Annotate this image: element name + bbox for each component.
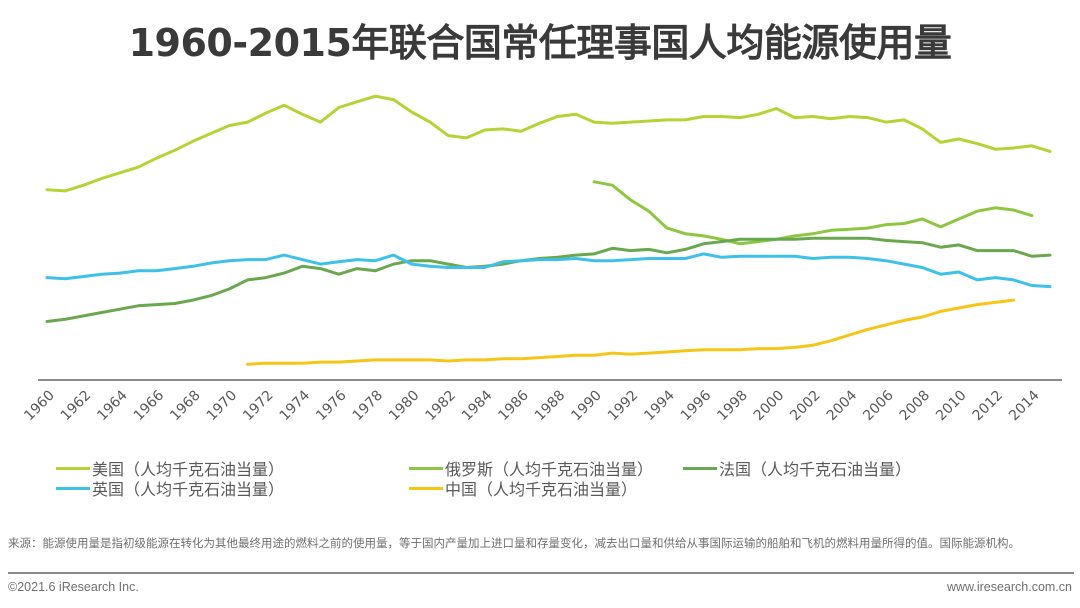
legend-swatch-china xyxy=(409,486,443,490)
footer-divider xyxy=(8,572,1074,574)
x-tick-labels: 1960 1962 1964 1966 1968 1970 1972 1974 1976 1978… xyxy=(21,387,1042,424)
x-tick-label: 2006 xyxy=(860,387,897,424)
x-tick-label: 2014 xyxy=(1006,387,1043,424)
legend-label-china: 中国（人均千克石油当量） xyxy=(445,480,638,499)
x-tick-label: 2008 xyxy=(897,388,934,425)
copyright: ©2021.6 iResearch Inc. xyxy=(8,580,139,594)
legend-swatch-russia xyxy=(409,466,443,470)
x-tick-label: 1974 xyxy=(277,387,314,424)
x-tick-label: 1990 xyxy=(568,388,605,425)
series-line-france xyxy=(45,236,1052,323)
series-line-usa xyxy=(45,94,1052,193)
x-tick-label: 1996 xyxy=(678,387,715,424)
x-tick-label: 1962 xyxy=(58,388,95,425)
source-note: 来源：能源使用量是指初级能源在转化为其他最终用途的燃料之前的使用量，等于国内产量… xyxy=(8,536,1020,550)
x-tick-label: 2004 xyxy=(824,387,861,424)
line-chart: 1960 1962 1964 1966 1968 1970 1972 1974 1976 1978… xyxy=(21,94,1062,424)
legend-label-usa: 美国（人均千克石油当量） xyxy=(92,460,285,479)
x-tick-label: 1982 xyxy=(423,388,460,425)
series-line-china xyxy=(246,298,1015,366)
legend-label-france: 法国（人均千克石油当量） xyxy=(719,460,912,479)
x-tick-label: 2010 xyxy=(933,388,970,425)
legend-item-russia: 俄罗斯（人均千克石油当量） xyxy=(409,458,654,479)
x-tick-label: 2012 xyxy=(970,388,1007,425)
x-tick-label: 1984 xyxy=(459,387,496,424)
series-line-russia xyxy=(592,180,1034,246)
legend-item-china: 中国（人均千克石油当量） xyxy=(409,478,638,499)
x-tick-label: 1964 xyxy=(94,387,131,424)
x-tick-label: 1976 xyxy=(313,387,350,424)
legend-item-usa: 美国（人均千克石油当量） xyxy=(56,458,285,479)
series-layer xyxy=(45,94,1052,366)
x-tick-label: 1988 xyxy=(532,388,569,425)
series-line-uk xyxy=(45,252,1052,289)
legend-swatch-usa xyxy=(56,466,90,470)
chart-title: 1960-2015年联合国常任理事国人均能源使用量 xyxy=(128,21,952,65)
x-tick-label: 1992 xyxy=(605,388,642,425)
legend: 美国（人均千克石油当量） 俄罗斯（人均千克石油当量） 法国（人均千克石油当量） … xyxy=(0,0,1080,499)
legend-swatch-france xyxy=(683,466,717,470)
x-tick-label: 1978 xyxy=(350,388,387,425)
legend-label-uk: 英国（人均千克石油当量） xyxy=(92,480,285,499)
legend-swatch-uk xyxy=(56,486,90,490)
x-tick-label: 1960 xyxy=(21,388,58,425)
legend-item-uk: 英国（人均千克石油当量） xyxy=(56,478,285,499)
legend-item-france: 法国（人均千克石油当量） xyxy=(683,458,912,479)
x-tick-label: 1968 xyxy=(167,388,204,425)
x-tick-label: 1966 xyxy=(131,387,168,424)
x-tick-label: 1986 xyxy=(495,387,532,424)
x-tick-label: 2000 xyxy=(751,388,788,425)
x-tick-label: 1970 xyxy=(204,388,241,425)
x-tick-label: 1994 xyxy=(641,387,678,424)
x-tick-label: 1972 xyxy=(240,388,277,425)
website-link[interactable]: www.iresearch.com.cn xyxy=(946,580,1072,594)
x-tick-label: 1980 xyxy=(386,388,423,425)
x-tick-label: 1998 xyxy=(714,388,751,425)
legend-label-russia: 俄罗斯（人均千克石油当量） xyxy=(445,460,654,479)
x-tick-label: 2002 xyxy=(787,388,824,425)
